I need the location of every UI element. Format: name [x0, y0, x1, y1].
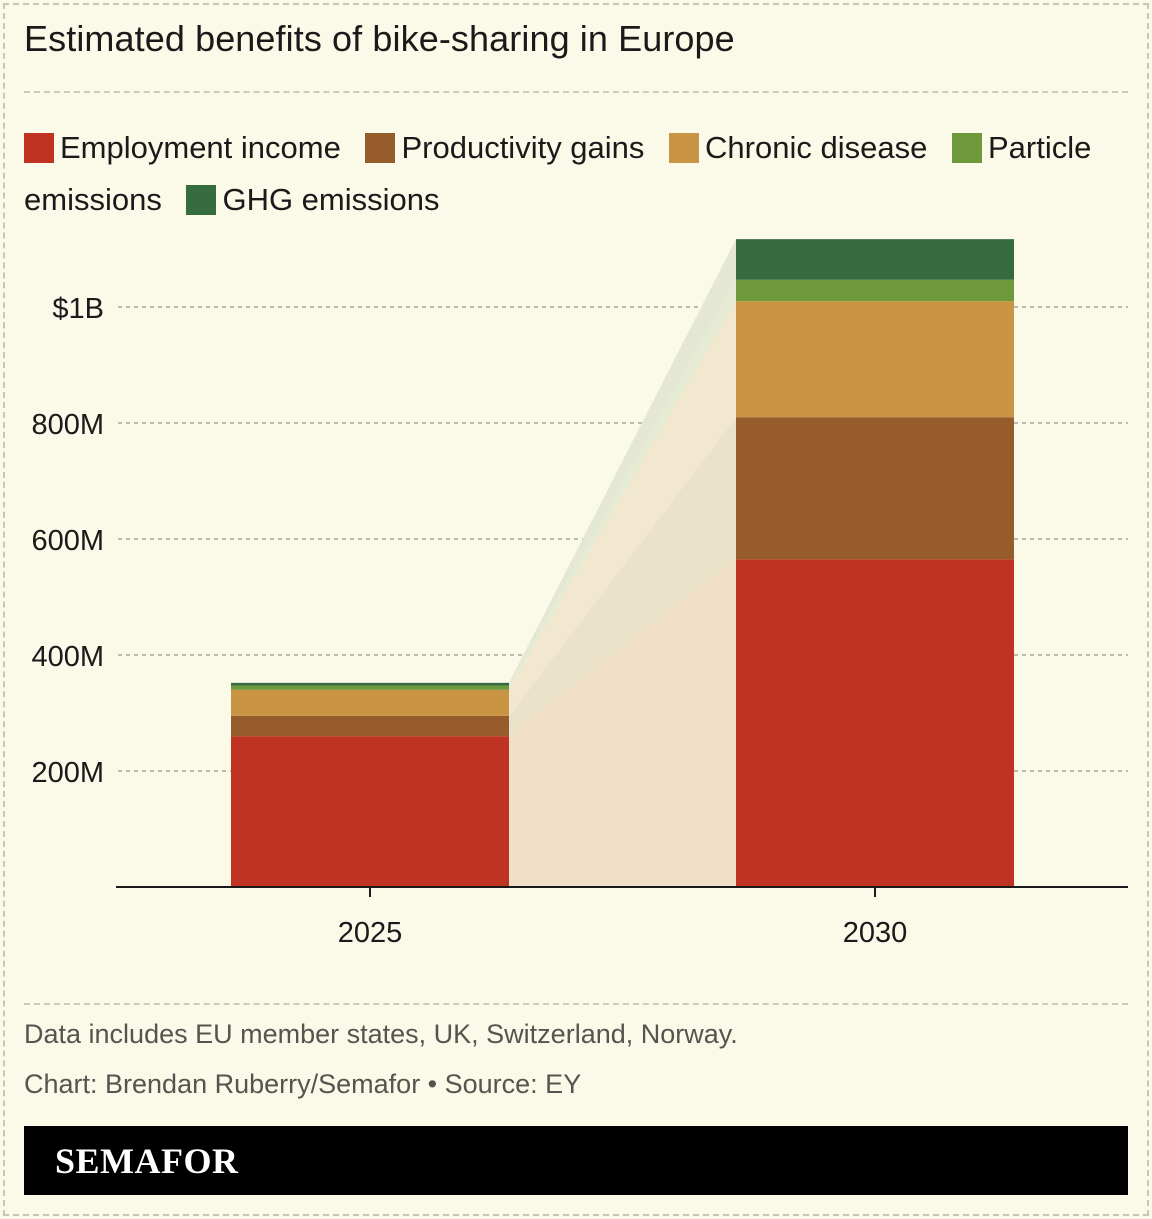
bar-segment	[231, 689, 509, 716]
bar-segment	[231, 685, 509, 690]
y-tick-label: 200M	[31, 757, 104, 789]
x-tick-label: 2030	[843, 917, 908, 949]
legend-label: GHG emissions	[222, 182, 440, 217]
bar-segment	[231, 682, 509, 686]
legend: Employment income Productivity gains Chr…	[24, 122, 1134, 226]
bar-segment	[736, 239, 1014, 280]
legend-item-employment-income: Employment income	[24, 130, 341, 165]
brand-logo: SEMAFOR	[55, 1141, 239, 1181]
bar-segment	[736, 559, 1014, 887]
y-tick-label: 600M	[31, 525, 104, 557]
chart-frame	[3, 3, 1149, 1216]
bar-segment	[736, 279, 1014, 302]
credit-line: Chart: Brendan Ruberry/Semafor • Source:…	[24, 1069, 582, 1099]
legend-swatch	[365, 133, 396, 163]
stacked-bar-chart: 200M 400M 600M 800M $1B 2025 2030	[31, 239, 1128, 949]
brand-bar: SEMAFOR	[24, 1126, 1128, 1195]
connector-band	[509, 559, 736, 887]
legend-label: Chronic disease	[705, 130, 928, 165]
legend-label: Particle emissions	[24, 130, 1092, 217]
bar-segment	[231, 736, 509, 887]
chart-title: Estimated benefits of bike-sharing in Eu…	[24, 18, 735, 59]
connector-band	[509, 301, 736, 716]
title-divider	[24, 91, 1128, 93]
legend-swatch	[24, 133, 54, 163]
legend-item-productivity-gains: Productivity gains	[365, 130, 644, 165]
legend-item-ghg-emissions: GHG emissions	[186, 182, 440, 217]
y-tick-label: $1B	[52, 293, 104, 325]
legend-label: Productivity gains	[401, 130, 645, 165]
connector-band	[509, 279, 736, 690]
bar-segment	[736, 301, 1014, 418]
connector-band	[509, 417, 736, 737]
y-tick-label: 800M	[31, 409, 104, 441]
y-tick-label: 400M	[31, 641, 104, 673]
footer-divider	[24, 1003, 1128, 1005]
legend-item-particle-emissions: Particle emissions	[24, 130, 1091, 217]
legend-swatch	[669, 133, 700, 163]
legend-swatch	[951, 133, 982, 163]
legend-item-chronic-disease: Chronic disease	[669, 130, 927, 165]
connector-band	[509, 239, 736, 686]
legend-label: Employment income	[60, 130, 341, 165]
footnote: Data includes EU member states, UK, Swit…	[24, 1019, 738, 1049]
legend-swatch	[186, 185, 217, 215]
x-tick-label: 2025	[338, 917, 403, 949]
bar-segment	[231, 715, 509, 737]
bar-segment	[736, 417, 1014, 560]
